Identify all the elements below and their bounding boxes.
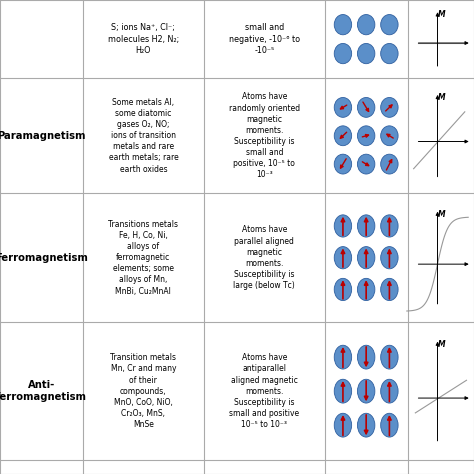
Ellipse shape bbox=[381, 246, 398, 269]
Ellipse shape bbox=[381, 126, 398, 146]
Ellipse shape bbox=[334, 278, 352, 301]
Ellipse shape bbox=[357, 246, 375, 269]
Ellipse shape bbox=[381, 98, 398, 118]
Text: Atoms have
parallel aligned
magnetic
moments.
Susceptibility is
large (below Tᴄ): Atoms have parallel aligned magnetic mom… bbox=[233, 226, 295, 290]
Ellipse shape bbox=[381, 345, 398, 369]
Text: M: M bbox=[438, 93, 446, 102]
Ellipse shape bbox=[381, 154, 398, 174]
Ellipse shape bbox=[334, 98, 352, 118]
Text: Atoms have
randomly oriented
magnetic
moments.
Susceptibility is
small and
posit: Atoms have randomly oriented magnetic mo… bbox=[228, 92, 300, 179]
Ellipse shape bbox=[381, 278, 398, 301]
Ellipse shape bbox=[357, 413, 375, 437]
Text: M: M bbox=[438, 210, 446, 219]
Ellipse shape bbox=[334, 126, 352, 146]
Ellipse shape bbox=[381, 15, 398, 35]
Text: Paramagnetism: Paramagnetism bbox=[0, 131, 86, 141]
Ellipse shape bbox=[381, 413, 398, 437]
Text: Transitions metals
Fe, H, Co, Ni,
alloys of
ferromagnetic
elements; some
alloys : Transitions metals Fe, H, Co, Ni, alloys… bbox=[109, 220, 178, 295]
Ellipse shape bbox=[357, 278, 375, 301]
Text: M: M bbox=[438, 10, 446, 19]
Text: Some metals Al,
some diatomic
gases O₂, NO;
ions of transition
metals and rare
e: Some metals Al, some diatomic gases O₂, … bbox=[109, 98, 178, 173]
Ellipse shape bbox=[357, 379, 375, 403]
Text: Ferromagnetism: Ferromagnetism bbox=[0, 253, 88, 263]
Ellipse shape bbox=[357, 44, 375, 64]
Text: M: M bbox=[438, 340, 446, 349]
Ellipse shape bbox=[357, 345, 375, 369]
Ellipse shape bbox=[334, 379, 352, 403]
Text: Transition metals
Mn, Cr and many
of their
compounds,
MnO, CoO, NiO,
Cr₂O₃, MnS,: Transition metals Mn, Cr and many of the… bbox=[110, 353, 176, 429]
Text: Anti-
ferromagnetism: Anti- ferromagnetism bbox=[0, 380, 87, 402]
Ellipse shape bbox=[357, 15, 375, 35]
Ellipse shape bbox=[334, 345, 352, 369]
Ellipse shape bbox=[334, 246, 352, 269]
Text: S; ions Na⁺, Cl⁻;
molecules H2, N₂;
H₂O: S; ions Na⁺, Cl⁻; molecules H2, N₂; H₂O bbox=[108, 23, 179, 55]
Ellipse shape bbox=[334, 15, 352, 35]
Ellipse shape bbox=[381, 44, 398, 64]
Ellipse shape bbox=[334, 44, 352, 64]
Text: small and
negative, -10⁻⁶ to
-10⁻⁵: small and negative, -10⁻⁶ to -10⁻⁵ bbox=[228, 23, 300, 55]
Text: Atoms have
antiparallel
aligned magnetic
moments.
Susceptibility is
small and po: Atoms have antiparallel aligned magnetic… bbox=[229, 353, 299, 429]
Ellipse shape bbox=[357, 215, 375, 237]
Ellipse shape bbox=[334, 215, 352, 237]
Ellipse shape bbox=[381, 379, 398, 403]
Ellipse shape bbox=[381, 215, 398, 237]
Ellipse shape bbox=[334, 154, 352, 174]
Ellipse shape bbox=[357, 98, 375, 118]
Ellipse shape bbox=[357, 126, 375, 146]
Ellipse shape bbox=[357, 154, 375, 174]
Ellipse shape bbox=[334, 413, 352, 437]
